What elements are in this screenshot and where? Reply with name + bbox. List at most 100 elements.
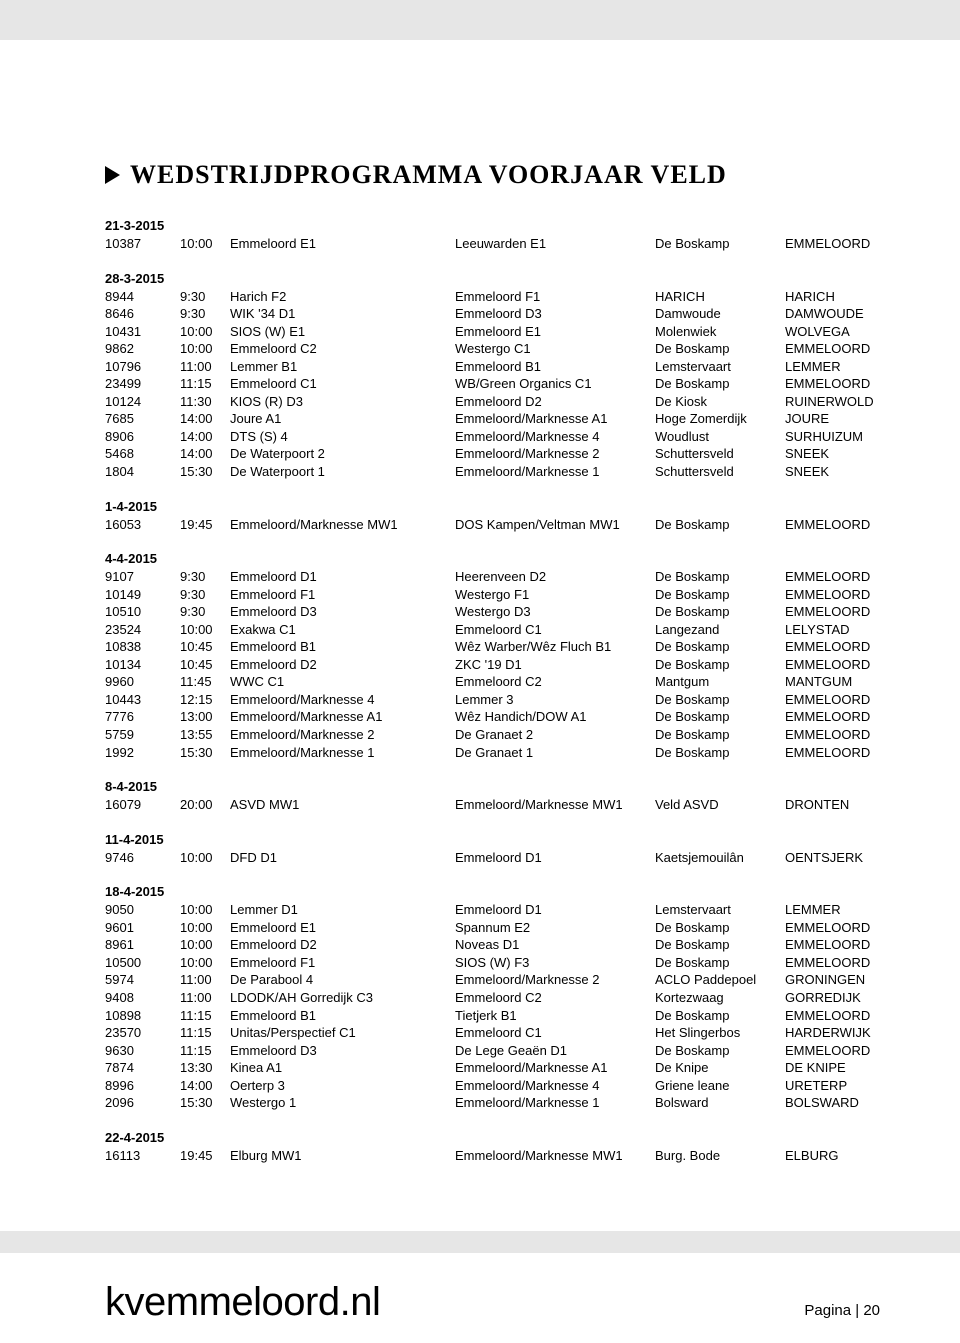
- match-row: 1044312:15Emmeloord/Marknesse 4Lemmer 3D…: [105, 691, 880, 709]
- match-id: 16113: [105, 1147, 180, 1165]
- away-team: Westergo C1: [455, 340, 655, 358]
- match-id: 7874: [105, 1059, 180, 1077]
- city: EMMELOORD: [785, 568, 880, 586]
- match-time: 11:15: [180, 1042, 230, 1060]
- match-time: 9:30: [180, 305, 230, 323]
- match-id: 7685: [105, 410, 180, 428]
- venue: Kortezwaag: [655, 989, 785, 1007]
- page-title: WEDSTRIJDPROGRAMMA VOORJAAR VELD: [105, 160, 880, 190]
- match-id: 10898: [105, 1007, 180, 1025]
- match-row: 896110:00Emmeloord D2Noveas D1De Boskamp…: [105, 936, 880, 954]
- match-row: 86469:30WIK '34 D1Emmeloord D3DamwoudeDA…: [105, 305, 880, 323]
- match-id: 16079: [105, 796, 180, 814]
- match-id: 5974: [105, 971, 180, 989]
- schedule-section: 18-4-2015905010:00Lemmer D1Emmeloord D1L…: [105, 884, 880, 1112]
- city: EMMELOORD: [785, 936, 880, 954]
- section-date: 21-3-2015: [105, 218, 880, 233]
- home-team: Emmeloord C2: [230, 340, 455, 358]
- venue: De Boskamp: [655, 919, 785, 937]
- match-id: 8944: [105, 288, 180, 306]
- venue: De Boskamp: [655, 1042, 785, 1060]
- match-id: 16053: [105, 516, 180, 534]
- match-row: 768514:00Joure A1Emmeloord/Marknesse A1H…: [105, 410, 880, 428]
- match-id: 10443: [105, 691, 180, 709]
- away-team: Westergo F1: [455, 586, 655, 604]
- city: EMMELOORD: [785, 726, 880, 744]
- city: EMMELOORD: [785, 340, 880, 358]
- section-date: 1-4-2015: [105, 499, 880, 514]
- away-team: Emmeloord B1: [455, 358, 655, 376]
- match-id: 1804: [105, 463, 180, 481]
- city: DRONTEN: [785, 796, 880, 814]
- home-team: Emmeloord D2: [230, 656, 455, 674]
- match-time: 19:45: [180, 1147, 230, 1165]
- venue: De Boskamp: [655, 656, 785, 674]
- top-banner: [0, 0, 960, 40]
- away-team: De Granaet 2: [455, 726, 655, 744]
- venue: Molenwiek: [655, 323, 785, 341]
- section-date: 22-4-2015: [105, 1130, 880, 1145]
- match-time: 10:00: [180, 621, 230, 639]
- city: EMMELOORD: [785, 954, 880, 972]
- match-row: 101499:30Emmeloord F1Westergo F1De Boska…: [105, 586, 880, 604]
- match-row: 890614:00DTS (S) 4Emmeloord/Marknesse 4W…: [105, 428, 880, 446]
- home-team: Elburg MW1: [230, 1147, 455, 1165]
- venue: ACLO Paddepoel: [655, 971, 785, 989]
- venue: Bolsward: [655, 1094, 785, 1112]
- schedule-section: 4-4-201591079:30Emmeloord D1Heerenveen D…: [105, 551, 880, 761]
- city: GORREDIJK: [785, 989, 880, 1007]
- match-time: 13:00: [180, 708, 230, 726]
- match-row: 1079611:00Lemmer B1Emmeloord B1Lemsterva…: [105, 358, 880, 376]
- home-team: Exakwa C1: [230, 621, 455, 639]
- home-team: Emmeloord C1: [230, 375, 455, 393]
- away-team: Emmeloord E1: [455, 323, 655, 341]
- match-row: 1050010:00Emmeloord F1SIOS (W) F3De Bosk…: [105, 954, 880, 972]
- arrow-icon: [105, 166, 120, 184]
- match-id: 7776: [105, 708, 180, 726]
- city: SNEEK: [785, 445, 880, 463]
- match-row: 597411:00De Parabool 4Emmeloord/Markness…: [105, 971, 880, 989]
- match-time: 19:45: [180, 516, 230, 534]
- match-id: 9601: [105, 919, 180, 937]
- city: EMMELOORD: [785, 691, 880, 709]
- away-team: SIOS (W) F3: [455, 954, 655, 972]
- match-time: 11:00: [180, 989, 230, 1007]
- home-team: Emmeloord F1: [230, 586, 455, 604]
- match-row: 960110:00Emmeloord E1Spannum E2De Boskam…: [105, 919, 880, 937]
- away-team: Heerenveen D2: [455, 568, 655, 586]
- match-id: 10796: [105, 358, 180, 376]
- match-time: 10:00: [180, 235, 230, 253]
- away-team: De Lege Geaën D1: [455, 1042, 655, 1060]
- match-id: 9408: [105, 989, 180, 1007]
- match-row: 2352410:00Exakwa C1Emmeloord C1Langezand…: [105, 621, 880, 639]
- venue: Woudlust: [655, 428, 785, 446]
- city: EMMELOORD: [785, 516, 880, 534]
- city: EMMELOORD: [785, 375, 880, 393]
- home-team: Emmeloord D3: [230, 603, 455, 621]
- match-row: 940811:00LDODK/AH Gorredijk C3Emmeloord …: [105, 989, 880, 1007]
- venue: De Boskamp: [655, 708, 785, 726]
- match-time: 11:15: [180, 1024, 230, 1042]
- away-team: Wêz Handich/DOW A1: [455, 708, 655, 726]
- city: JOURE: [785, 410, 880, 428]
- city: LELYSTAD: [785, 621, 880, 639]
- home-team: Kinea A1: [230, 1059, 455, 1077]
- away-team: Tietjerk B1: [455, 1007, 655, 1025]
- match-time: 11:15: [180, 375, 230, 393]
- away-team: Westergo D3: [455, 603, 655, 621]
- city: EMMELOORD: [785, 235, 880, 253]
- match-row: 1013410:45Emmeloord D2ZKC '19 D1De Boska…: [105, 656, 880, 674]
- match-row: 2349911:15Emmeloord C1WB/Green Organics …: [105, 375, 880, 393]
- match-time: 10:00: [180, 323, 230, 341]
- city: EMMELOORD: [785, 708, 880, 726]
- match-time: 15:30: [180, 463, 230, 481]
- match-time: 14:00: [180, 445, 230, 463]
- schedule-section: 21-3-20151038710:00Emmeloord E1Leeuwarde…: [105, 218, 880, 253]
- home-team: Joure A1: [230, 410, 455, 428]
- away-team: WB/Green Organics C1: [455, 375, 655, 393]
- home-team: Emmeloord/Marknesse MW1: [230, 516, 455, 534]
- match-id: 10431: [105, 323, 180, 341]
- venue: De Boskamp: [655, 340, 785, 358]
- match-time: 10:00: [180, 901, 230, 919]
- schedule-section: 28-3-201589449:30Harich F2Emmeloord F1HA…: [105, 271, 880, 481]
